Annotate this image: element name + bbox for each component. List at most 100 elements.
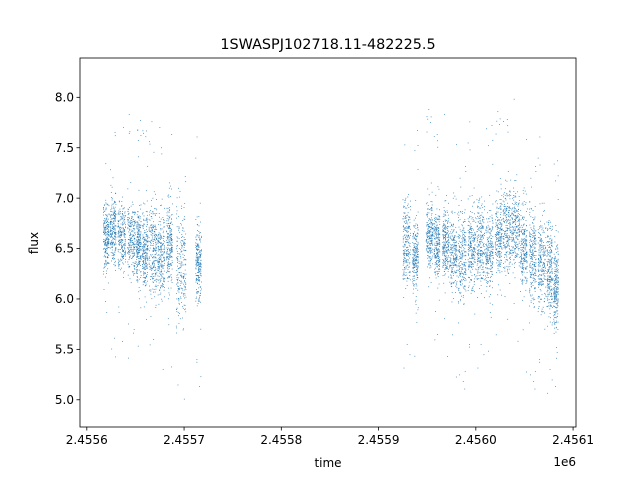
data-point — [139, 260, 141, 262]
data-point — [105, 229, 107, 231]
data-point — [178, 277, 180, 279]
data-point — [499, 221, 501, 223]
data-point — [509, 266, 511, 267]
data-point — [454, 271, 456, 273]
data-point — [437, 251, 439, 253]
data-point — [120, 232, 122, 234]
data-point — [417, 266, 419, 267]
data-point — [149, 344, 151, 346]
data-point — [200, 256, 201, 258]
data-point — [163, 286, 164, 287]
data-point — [104, 233, 105, 235]
data-point — [113, 255, 115, 257]
data-point — [153, 260, 155, 262]
data-point — [409, 246, 411, 248]
data-point — [455, 231, 457, 233]
data-point — [153, 265, 155, 266]
data-point — [178, 229, 179, 231]
data-point — [132, 271, 134, 273]
data-point — [497, 294, 499, 296]
data-point — [106, 234, 108, 236]
data-point — [463, 255, 465, 257]
data-point — [139, 261, 140, 263]
data-point — [151, 245, 153, 246]
data-point — [137, 249, 139, 251]
data-point — [113, 237, 115, 239]
data-point — [146, 318, 147, 320]
data-point — [146, 224, 148, 226]
data-point — [138, 239, 140, 241]
data-point — [120, 229, 121, 231]
data-point — [505, 179, 506, 181]
data-point — [475, 268, 477, 270]
data-point — [107, 204, 109, 206]
data-point — [185, 289, 187, 291]
data-point — [403, 259, 404, 261]
data-point — [171, 223, 173, 225]
data-point — [152, 262, 154, 264]
data-point — [158, 234, 160, 235]
data-point — [118, 262, 120, 263]
data-point — [429, 247, 430, 249]
data-point — [132, 235, 134, 237]
data-point — [404, 278, 406, 279]
data-point — [474, 237, 476, 239]
data-point — [478, 215, 480, 217]
data-point — [447, 268, 448, 269]
data-point — [103, 232, 105, 233]
data-point — [496, 232, 498, 234]
data-point — [157, 268, 159, 270]
data-point — [460, 261, 462, 263]
data-point — [108, 224, 110, 225]
data-point — [491, 238, 493, 239]
data-point — [180, 243, 182, 245]
data-point — [412, 249, 414, 250]
data-point — [142, 212, 144, 214]
data-point — [105, 226, 107, 228]
data-point — [177, 282, 179, 284]
data-point — [106, 217, 108, 219]
data-point — [491, 244, 492, 246]
data-point — [408, 267, 410, 268]
data-point — [104, 252, 106, 253]
data-point — [458, 211, 460, 213]
data-point — [435, 194, 437, 196]
data-point — [431, 210, 433, 212]
data-point — [409, 228, 411, 230]
data-point — [115, 243, 117, 245]
data-point — [456, 266, 458, 268]
data-point — [477, 272, 479, 274]
data-point — [500, 199, 502, 201]
data-point — [463, 274, 464, 276]
data-point — [122, 229, 124, 231]
data-point — [108, 235, 110, 237]
data-point — [170, 222, 172, 224]
data-point — [490, 244, 492, 245]
data-point — [177, 384, 179, 386]
data-point — [103, 225, 105, 227]
data-point — [455, 242, 457, 244]
data-point — [178, 238, 180, 240]
data-point — [471, 244, 472, 246]
data-point — [510, 219, 512, 221]
data-point — [402, 241, 404, 243]
data-point — [123, 230, 125, 232]
data-point — [105, 260, 107, 262]
data-point — [476, 253, 478, 255]
data-point — [504, 296, 506, 297]
data-point — [476, 236, 478, 238]
data-point — [463, 286, 465, 287]
data-point — [184, 203, 186, 204]
data-point — [491, 242, 493, 244]
data-point — [196, 361, 198, 363]
data-point — [133, 211, 135, 213]
data-point — [500, 241, 502, 242]
data-point — [459, 280, 461, 282]
data-point — [179, 272, 181, 274]
data-point — [147, 258, 149, 260]
data-point — [507, 215, 509, 217]
data-point — [199, 271, 200, 272]
data-point — [413, 275, 415, 277]
data-point — [499, 199, 501, 200]
data-point — [158, 272, 160, 274]
